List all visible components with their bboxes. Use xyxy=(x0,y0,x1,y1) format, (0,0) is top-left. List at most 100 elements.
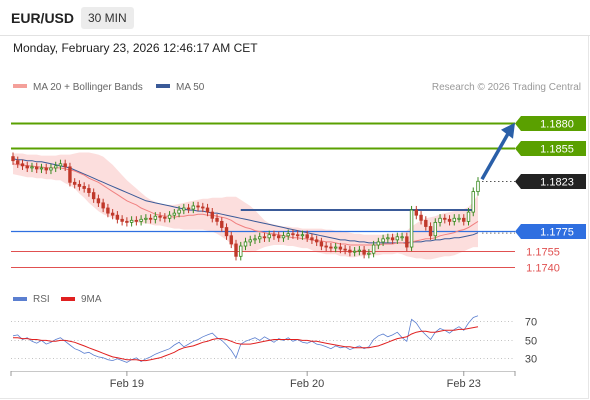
candle-body xyxy=(153,215,158,220)
candle-body xyxy=(367,252,371,255)
candle xyxy=(201,202,205,213)
candle xyxy=(234,239,238,261)
chart-header: EUR/USD 30 MIN xyxy=(0,0,590,36)
candle-body xyxy=(476,180,480,192)
candle xyxy=(215,214,219,226)
candle-body xyxy=(352,250,357,253)
candle xyxy=(447,215,452,226)
candle xyxy=(77,180,82,191)
candle-body xyxy=(215,217,219,222)
candle xyxy=(272,230,276,240)
candle-body xyxy=(291,233,295,236)
candle xyxy=(405,232,409,252)
candle-body xyxy=(35,166,39,170)
candle-body xyxy=(120,218,124,222)
timeframe-badge[interactable]: 30 MIN xyxy=(81,7,134,29)
candle-body xyxy=(53,165,58,169)
x-tick-label-2: Feb 23 xyxy=(447,378,481,390)
candle xyxy=(471,187,475,217)
candle-body xyxy=(191,205,196,210)
candle xyxy=(338,242,343,254)
candle-body xyxy=(424,219,428,227)
candle xyxy=(386,233,390,243)
candle-body xyxy=(58,163,63,167)
candle-body xyxy=(405,236,409,248)
candle-body xyxy=(110,212,115,216)
candle-body xyxy=(101,202,105,209)
candle-body xyxy=(324,245,328,248)
projection-arrowhead xyxy=(501,122,515,139)
candle xyxy=(305,230,309,242)
candle xyxy=(243,237,248,251)
candle-body xyxy=(433,221,438,237)
chart-frame xyxy=(0,36,589,399)
candle xyxy=(153,212,158,224)
candle xyxy=(49,163,53,175)
candle xyxy=(324,241,328,252)
candle-body xyxy=(234,243,238,257)
ma20-line xyxy=(12,163,479,246)
candle xyxy=(343,245,347,255)
candle xyxy=(82,182,86,193)
candle-body xyxy=(243,241,248,247)
candle-body xyxy=(115,214,120,220)
candle-body xyxy=(220,220,224,228)
candle xyxy=(63,159,67,171)
candle xyxy=(220,217,224,232)
candle xyxy=(286,229,290,240)
candle xyxy=(53,161,58,173)
candle-body xyxy=(229,235,233,245)
candle-body xyxy=(30,166,34,169)
candle xyxy=(96,194,101,207)
candle-body xyxy=(63,163,67,168)
candle-body xyxy=(39,167,44,170)
candle-body xyxy=(262,236,267,239)
candle xyxy=(158,212,162,222)
candle-body xyxy=(239,245,243,257)
rsi-legend-swatch-0 xyxy=(13,297,27,301)
candle-body xyxy=(210,211,214,219)
candle xyxy=(224,223,229,240)
candle xyxy=(457,214,461,223)
candle-body xyxy=(167,214,172,219)
candle-body xyxy=(72,181,77,185)
rsi-tick-label-1: 50 xyxy=(525,336,537,348)
candle xyxy=(462,214,466,226)
candle-body xyxy=(471,191,475,213)
candle xyxy=(35,162,39,174)
candle xyxy=(291,229,295,239)
candle xyxy=(239,241,243,261)
candle-body xyxy=(77,183,82,187)
candle-body xyxy=(357,249,362,252)
candle xyxy=(91,188,96,203)
candle xyxy=(281,231,286,242)
candle-body xyxy=(447,218,452,222)
candle-body xyxy=(201,206,205,209)
candle-body xyxy=(286,233,290,237)
candle-body xyxy=(68,166,72,183)
candle-body xyxy=(82,186,86,189)
copyright-label: Research © 2026 Trading Central xyxy=(432,82,581,93)
candle xyxy=(362,246,366,259)
candle xyxy=(253,234,257,244)
level-label-2: 1.1823 xyxy=(540,177,574,189)
candle-body xyxy=(177,209,181,214)
candle xyxy=(191,201,196,214)
x-tick-label-0: Feb 19 xyxy=(110,378,144,390)
candle-body xyxy=(300,234,305,237)
level-label-4: 1.1755 xyxy=(526,247,560,259)
candle xyxy=(58,159,63,170)
candle xyxy=(381,234,385,247)
legend-swatch-0 xyxy=(13,84,27,88)
candle-body xyxy=(386,237,390,240)
candle-body xyxy=(457,217,461,220)
candle-body xyxy=(400,236,404,239)
candle-body xyxy=(267,234,271,239)
candle-body xyxy=(462,217,466,222)
candle xyxy=(182,203,186,215)
candle-body xyxy=(163,216,167,219)
candle xyxy=(258,232,262,243)
candle-body xyxy=(466,211,471,222)
candle-body xyxy=(390,237,395,241)
